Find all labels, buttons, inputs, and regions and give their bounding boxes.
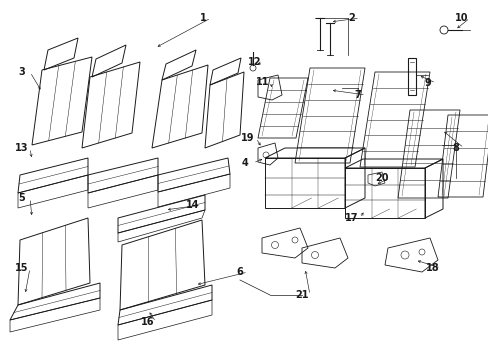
Text: 13: 13: [15, 143, 29, 153]
Text: 11: 11: [256, 77, 269, 87]
Text: 18: 18: [426, 263, 439, 273]
Text: 12: 12: [248, 57, 261, 67]
Text: 10: 10: [454, 13, 468, 23]
Text: 6: 6: [236, 267, 243, 277]
Text: 21: 21: [295, 290, 308, 300]
Text: 15: 15: [15, 263, 29, 273]
Text: 14: 14: [186, 200, 199, 210]
Text: 8: 8: [451, 143, 459, 153]
Text: 9: 9: [424, 78, 430, 88]
Text: 2: 2: [348, 13, 355, 23]
Text: 3: 3: [19, 67, 25, 77]
Text: 4: 4: [241, 158, 248, 168]
Text: 19: 19: [241, 133, 254, 143]
Text: 20: 20: [374, 173, 388, 183]
Text: 17: 17: [345, 213, 358, 223]
Text: 16: 16: [141, 317, 154, 327]
Text: 7: 7: [354, 90, 361, 100]
Text: 5: 5: [19, 193, 25, 203]
Text: 1: 1: [199, 13, 206, 23]
